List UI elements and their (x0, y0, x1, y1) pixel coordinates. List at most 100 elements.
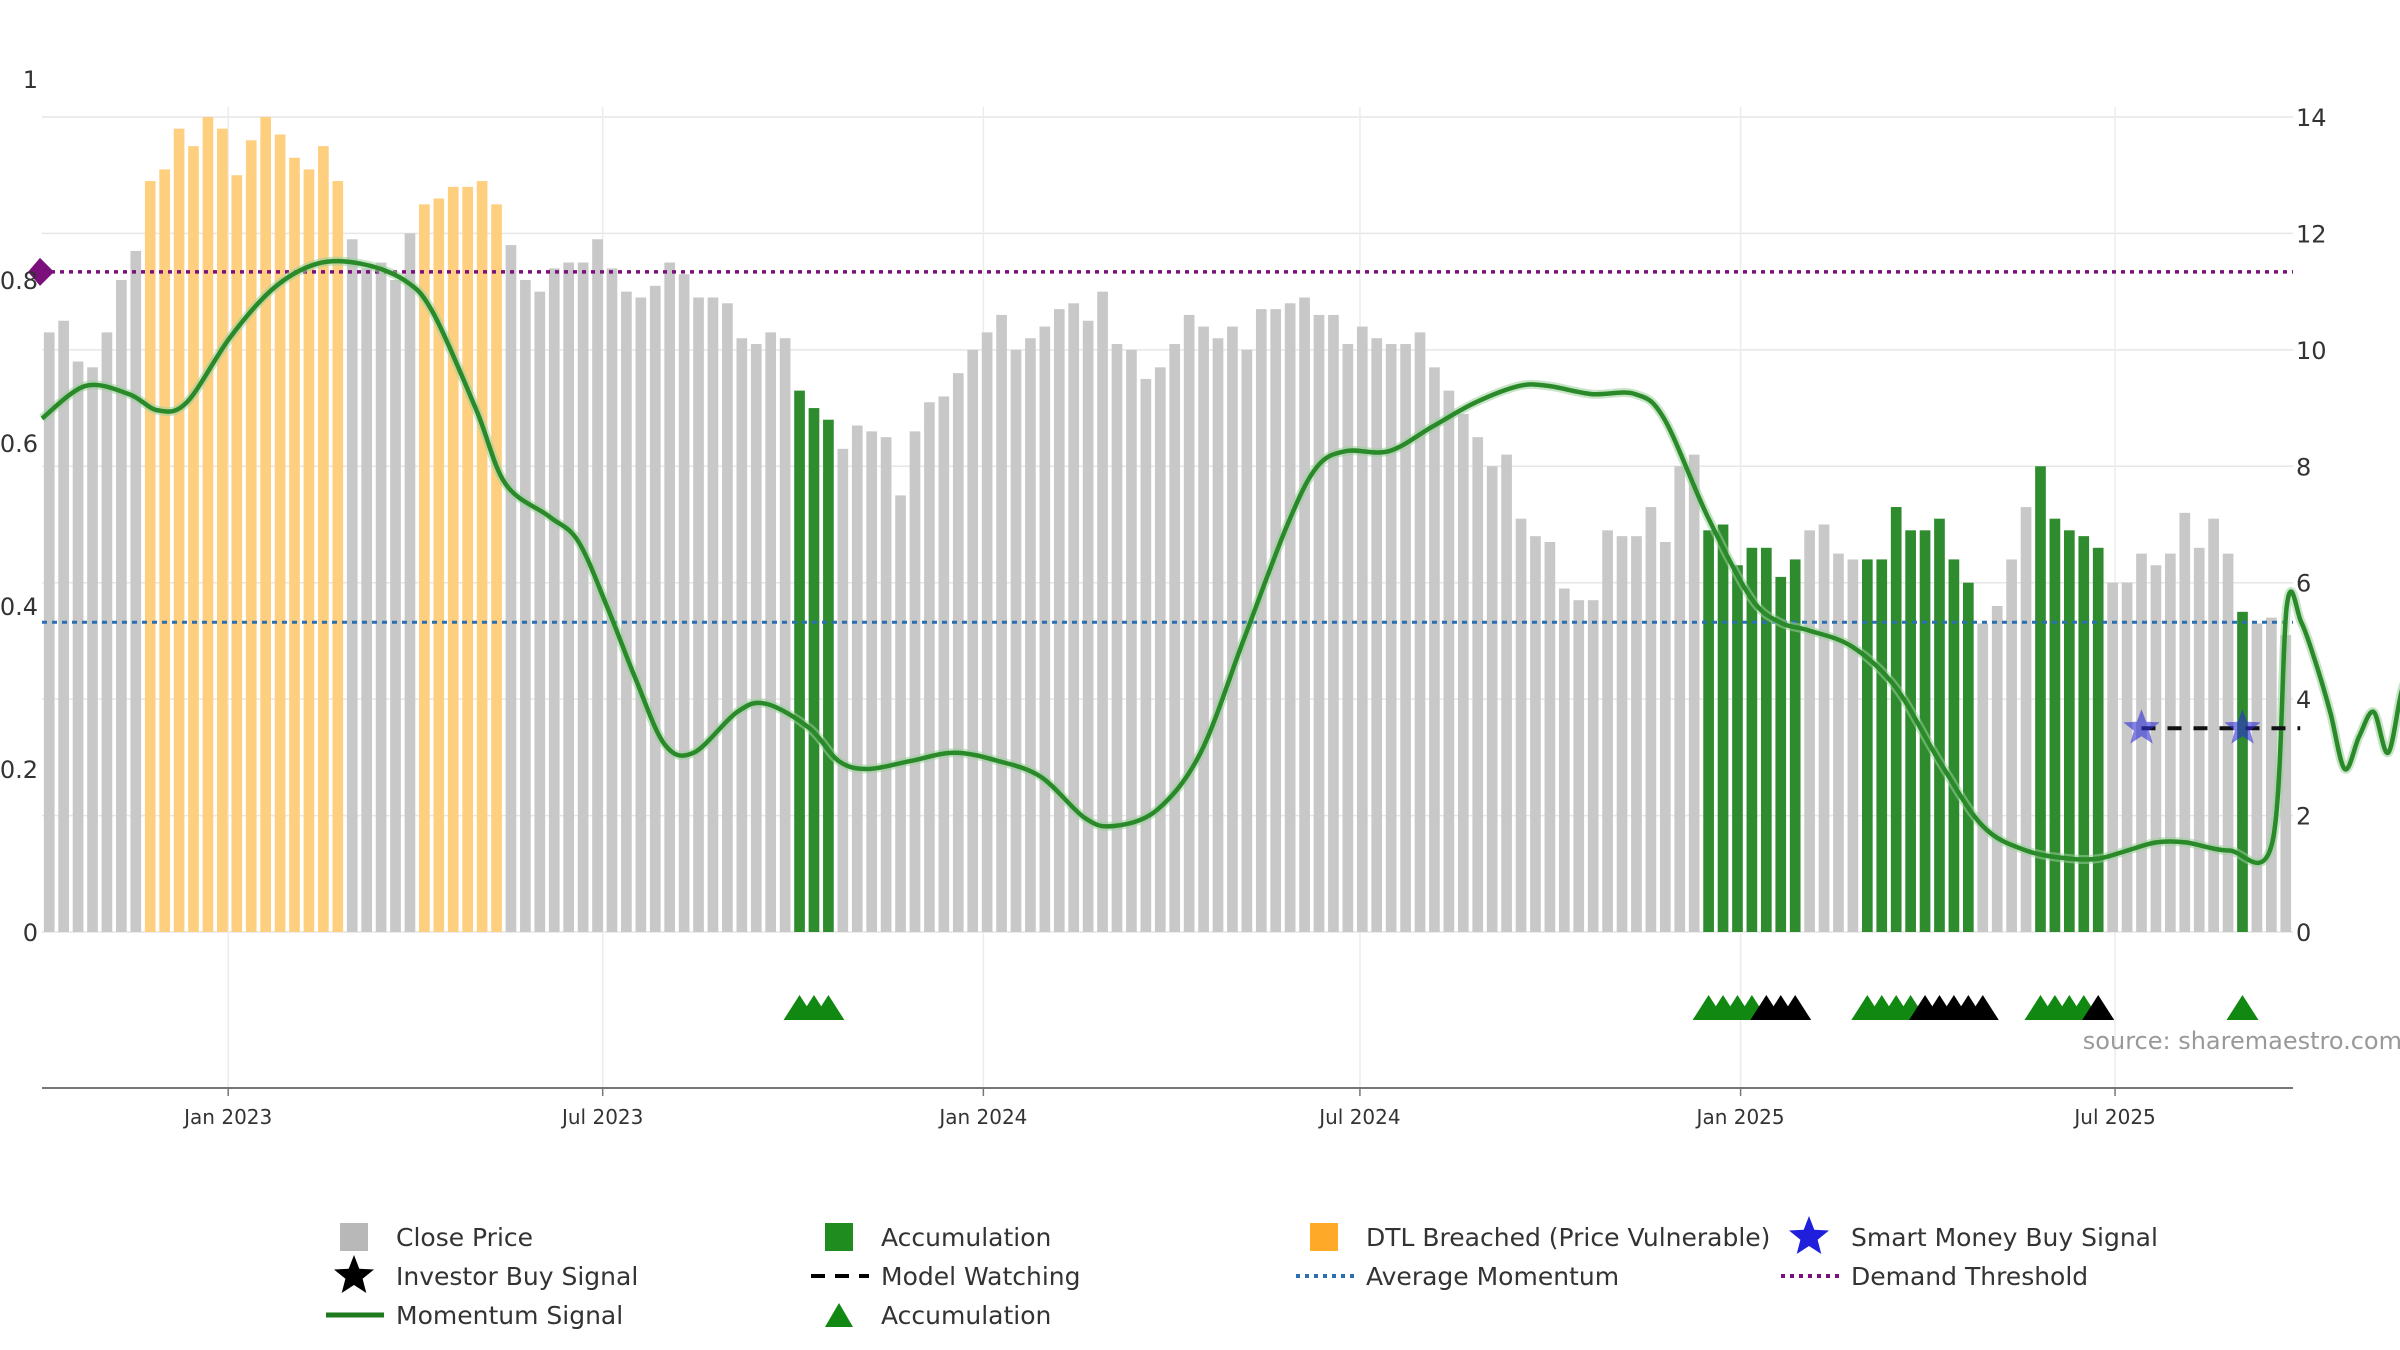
threshold-diamond-icon (28, 257, 54, 286)
price-bar (1948, 559, 1960, 932)
legend-item: DTL Breached (Price Vulnerable) (1310, 1223, 1770, 1252)
price-bar (2136, 553, 2147, 932)
legend-item: Investor Buy Signal (334, 1255, 638, 1293)
left-axis-ticks: 0 0.2 0.4 0.6 0.8 1 (0, 66, 38, 947)
momentum-signal-line (39, 256, 2400, 868)
price-bar (1890, 507, 1902, 932)
price-bar (1659, 541, 1671, 932)
price-bar (2092, 547, 2104, 932)
price-bar (1284, 303, 1296, 932)
legend-item: Accumulation (825, 1223, 1051, 1252)
price-bar (101, 332, 113, 933)
price-bar (981, 332, 993, 933)
x-tick-label: Jul 2025 (2072, 1105, 2155, 1129)
price-bar (188, 146, 199, 932)
price-bar (361, 268, 373, 932)
x-tick-label: Jan 2025 (1695, 1105, 1785, 1129)
price-bar (1183, 314, 1195, 932)
x-axis: Jan 2023 Jul 2023 Jan 2024 Jul 2024 Jan 2025… (42, 1087, 2293, 1129)
price-bar (2237, 611, 2248, 932)
price-bar (1313, 314, 1325, 932)
x-tick-label: Jan 2023 (182, 1105, 272, 1129)
price-bar (1833, 553, 1844, 932)
price-bar (2179, 512, 2191, 932)
price-bar (1760, 547, 1772, 932)
right-tick-label: 14 (2296, 104, 2327, 132)
price-bar (1198, 326, 1209, 933)
price-bar (87, 367, 98, 933)
price-bar (1558, 588, 1570, 932)
price-bar (779, 338, 791, 932)
price-bar (231, 175, 243, 932)
price-bar (2107, 582, 2118, 932)
right-tick-label: 10 (2296, 337, 2327, 365)
price-bar (1962, 582, 1974, 932)
legend-square-icon (1310, 1223, 1338, 1251)
price-bar (1443, 390, 1455, 932)
right-tick-label: 2 (2296, 803, 2311, 831)
legend-square-icon (340, 1223, 368, 1251)
legend-label: Smart Money Buy Signal (1851, 1223, 2158, 1252)
price-bar (419, 204, 430, 933)
price-bar (2049, 518, 2061, 932)
price-bar (996, 314, 1007, 932)
price-bar (577, 262, 589, 932)
price-bar (693, 297, 704, 932)
price-bar (43, 332, 55, 933)
price-bar (1371, 338, 1383, 932)
legend-item: Momentum Signal (326, 1301, 623, 1330)
x-tick-label: Jan 2024 (937, 1105, 1027, 1129)
price-bar (1212, 338, 1224, 932)
legend-item: Demand Threshold (1781, 1262, 2088, 1291)
price-bar (2078, 536, 2090, 932)
legend-star-icon (334, 1255, 374, 1293)
price-bar (880, 437, 892, 932)
price-bar (765, 332, 777, 933)
price-bar (1169, 344, 1181, 932)
price-bar (1515, 518, 1527, 932)
left-tick-label: 0.2 (0, 756, 38, 784)
price-bar (924, 402, 935, 932)
price-bar (621, 291, 632, 933)
price-bar (217, 128, 228, 933)
price-bar (1486, 466, 1498, 932)
price-bar (1544, 541, 1556, 932)
price-bar (303, 169, 315, 933)
price-bar (1025, 338, 1036, 932)
price-bar (1688, 454, 1700, 932)
price-bar (563, 262, 575, 932)
price-bar (1457, 413, 1469, 933)
price-bar (404, 233, 416, 932)
legend-label: Model Watching (881, 1262, 1081, 1291)
price-bar (433, 198, 445, 932)
price-bar (476, 181, 488, 933)
legend-item: Model Watching (811, 1262, 1081, 1291)
price-bar (2035, 466, 2046, 932)
price-bar (750, 344, 762, 932)
price-bar (938, 396, 950, 932)
right-tick-label: 8 (2296, 453, 2311, 481)
legend-item: Average Momentum (1296, 1262, 1619, 1291)
price-bar (1775, 576, 1787, 932)
legend-triangle-icon (825, 1303, 853, 1327)
price-bar (1674, 466, 1686, 932)
price-bar (606, 268, 618, 932)
close-price-bars (43, 117, 2292, 933)
price-bar (722, 303, 733, 932)
price-bar (1991, 606, 2003, 932)
price-bar (1154, 367, 1166, 933)
right-tick-label: 6 (2296, 570, 2311, 598)
legend: Close Price Accumulation DTL Breached (Pri… (326, 1216, 2158, 1330)
price-bar (1429, 367, 1440, 933)
price-bar (58, 320, 69, 932)
price-bar (390, 280, 401, 932)
price-bar (1530, 536, 1541, 932)
legend-label: DTL Breached (Price Vulnerable) (1366, 1223, 1770, 1252)
price-bar (1414, 332, 1426, 933)
price-bar (1039, 326, 1051, 933)
price-bar (144, 181, 156, 933)
price-bar (909, 431, 921, 932)
investor-buy-triangle-icon (1966, 995, 1999, 1020)
price-bar (2064, 530, 2075, 932)
price-bar (1717, 524, 1729, 932)
